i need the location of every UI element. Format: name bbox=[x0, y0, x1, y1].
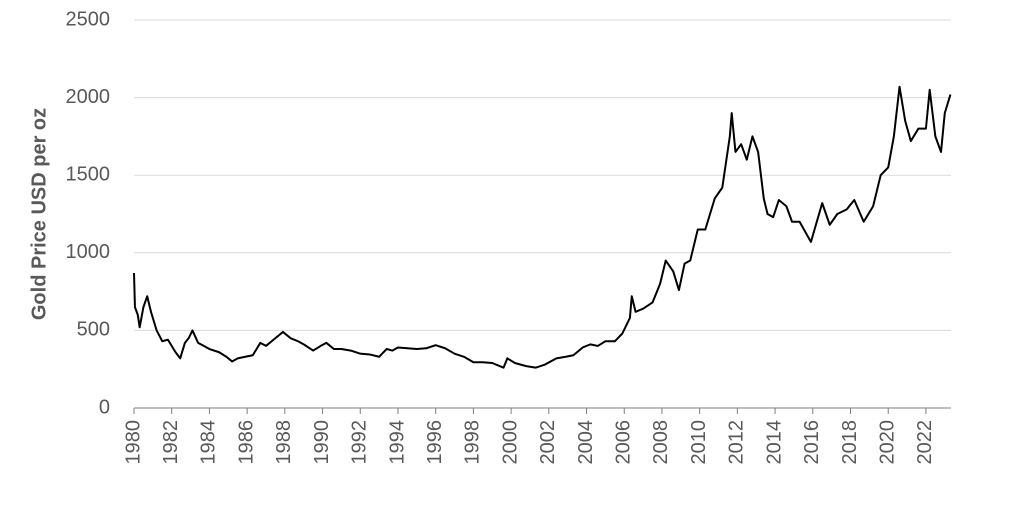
y-tick-label: 2500 bbox=[66, 8, 111, 30]
price-line bbox=[133, 85, 952, 369]
x-tick-label: 2006 bbox=[613, 420, 635, 465]
x-tick-label: 2014 bbox=[763, 420, 785, 465]
x-tick-label: 2020 bbox=[876, 420, 898, 465]
x-tick-label: 1990 bbox=[311, 420, 333, 465]
x-tick-label: 1998 bbox=[462, 420, 484, 465]
y-tick-label: 2000 bbox=[66, 86, 111, 108]
x-tick-label: 1996 bbox=[424, 420, 446, 465]
x-tick-label: 2010 bbox=[688, 420, 710, 465]
x-tick-label: 1984 bbox=[198, 420, 220, 465]
x-tick-label: 1980 bbox=[122, 420, 144, 465]
y-axis-label: Gold Price USD per oz bbox=[28, 108, 50, 320]
x-tick-label: 2002 bbox=[537, 420, 559, 465]
x-tick-label: 1982 bbox=[160, 420, 182, 465]
y-tick-label: 500 bbox=[77, 319, 110, 341]
x-tick-label: 1986 bbox=[235, 420, 257, 465]
x-tick-label: 2016 bbox=[801, 420, 823, 465]
x-tick-label: 1988 bbox=[273, 420, 295, 465]
x-tick-label: 2000 bbox=[499, 420, 521, 465]
x-tick-label: 2018 bbox=[839, 420, 861, 465]
y-tick-label: 0 bbox=[99, 396, 110, 418]
x-tick-label: 2008 bbox=[650, 420, 672, 465]
x-tick-label: 2012 bbox=[726, 420, 748, 465]
x-tick-label: 2022 bbox=[914, 420, 936, 465]
x-tick-label: 2004 bbox=[575, 420, 597, 465]
y-tick-label: 1500 bbox=[66, 163, 111, 185]
x-tick-label: 1992 bbox=[349, 420, 371, 465]
x-tick-label: 1994 bbox=[386, 420, 408, 465]
y-tick-label: 1000 bbox=[66, 241, 111, 263]
